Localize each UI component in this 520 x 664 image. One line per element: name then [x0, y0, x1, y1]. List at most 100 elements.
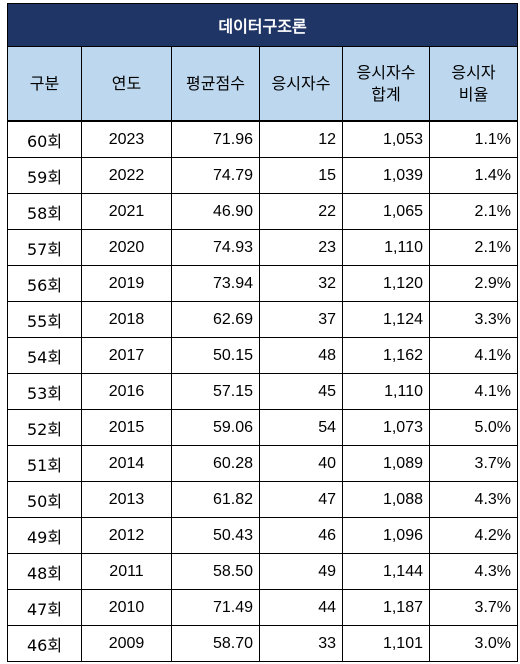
cell-avg-score: 60.28: [171, 445, 260, 482]
cell-examinees-total: 1,101: [342, 625, 430, 662]
table-row: 46회 2009 58.70 33 1,101 3.0%: [7, 625, 519, 662]
cell-avg-score: 59.06: [171, 409, 260, 446]
cell-category: 46회: [7, 625, 82, 662]
cell-year: 2014: [81, 445, 172, 482]
table-body: 60회 2023 71.96 12 1,053 1.1% 59회 2022 74.79 15 1,0…: [7, 120, 519, 662]
cell-examinees: 33: [259, 625, 343, 662]
cell-avg-score: 46.90: [171, 193, 260, 230]
cell-year: 2015: [81, 409, 172, 446]
cell-year: 2019: [81, 265, 172, 302]
cell-examinees: 47: [259, 481, 343, 518]
cell-examinees-total: 1,053: [342, 120, 430, 158]
table-row: 59회 2022 74.79 15 1,039 1.4%: [7, 157, 519, 194]
cell-examinees-total: 1,110: [342, 229, 430, 266]
cell-examinees-total: 1,088: [342, 481, 430, 518]
header-examinees-total: 응시자수 합계: [342, 46, 430, 122]
cell-category: 59회: [7, 157, 82, 194]
cell-category: 58회: [7, 193, 82, 230]
cell-examinee-ratio: 2.1%: [428, 229, 519, 266]
header-row: 구분 연도 평균점수 응시자수 응시자수 합계 응시자 비율: [7, 46, 519, 122]
cell-examinees: 12: [259, 120, 343, 158]
cell-examinees: 48: [259, 337, 343, 374]
cell-examinees-total: 1,187: [342, 589, 430, 626]
cell-examinee-ratio: 3.7%: [428, 445, 519, 482]
cell-examinees: 49: [259, 553, 343, 590]
cell-examinee-ratio: 3.7%: [428, 589, 519, 626]
cell-avg-score: 58.50: [171, 553, 260, 590]
cell-examinees-total: 1,039: [342, 157, 430, 194]
cell-examinee-ratio: 4.3%: [428, 553, 519, 590]
cell-examinees: 32: [259, 265, 343, 302]
cell-avg-score: 61.82: [171, 481, 260, 518]
stats-table-container: 데이터구조론 구분 연도 평균점수 응시자수 응시자수 합계 응시자 비율 60회 2023 71…: [6, 3, 519, 662]
table-row: 47회 2010 71.49 44 1,187 3.7%: [7, 589, 519, 626]
cell-year: 2023: [81, 120, 172, 158]
cell-examinee-ratio: 4.1%: [428, 337, 519, 374]
cell-examinees: 45: [259, 373, 343, 410]
cell-examinee-ratio: 4.3%: [428, 481, 519, 518]
header-category: 구분: [7, 46, 82, 122]
cell-category: 51회: [7, 445, 82, 482]
cell-year: 2021: [81, 193, 172, 230]
cell-avg-score: 50.15: [171, 337, 260, 374]
cell-category: 52회: [7, 409, 82, 446]
header-examinees: 응시자수: [259, 46, 343, 122]
cell-category: 49회: [7, 517, 82, 554]
cell-examinees-total: 1,089: [342, 445, 430, 482]
cell-category: 57회: [7, 229, 82, 266]
cell-year: 2018: [81, 301, 172, 338]
cell-avg-score: 74.93: [171, 229, 260, 266]
cell-examinee-ratio: 4.2%: [428, 517, 519, 554]
table-row: 52회 2015 59.06 54 1,073 5.0%: [7, 409, 519, 446]
table-row: 60회 2023 71.96 12 1,053 1.1%: [7, 120, 519, 158]
cell-examinees: 23: [259, 229, 343, 266]
cell-category: 47회: [7, 589, 82, 626]
table-row: 55회 2018 62.69 37 1,124 3.3%: [7, 301, 519, 338]
cell-examinees-total: 1,110: [342, 373, 430, 410]
cell-examinees-total: 1,144: [342, 553, 430, 590]
cell-examinee-ratio: 1.4%: [428, 157, 519, 194]
cell-examinees: 44: [259, 589, 343, 626]
cell-examinees-total: 1,162: [342, 337, 430, 374]
cell-examinees: 40: [259, 445, 343, 482]
cell-category: 53회: [7, 373, 82, 410]
cell-examinee-ratio: 3.0%: [428, 625, 519, 662]
header-examinee-ratio: 응시자 비율: [428, 46, 519, 122]
cell-examinees: 15: [259, 157, 343, 194]
cell-examinees-total: 1,065: [342, 193, 430, 230]
cell-examinees: 46: [259, 517, 343, 554]
table-row: 49회 2012 50.43 46 1,096 4.2%: [7, 517, 519, 554]
cell-avg-score: 62.69: [171, 301, 260, 338]
cell-examinee-ratio: 2.9%: [428, 265, 519, 302]
cell-avg-score: 58.70: [171, 625, 260, 662]
cell-year: 2009: [81, 625, 172, 662]
cell-avg-score: 57.15: [171, 373, 260, 410]
table-row: 54회 2017 50.15 48 1,162 4.1%: [7, 337, 519, 374]
cell-avg-score: 73.94: [171, 265, 260, 302]
cell-year: 2022: [81, 157, 172, 194]
cell-year: 2011: [81, 553, 172, 590]
cell-avg-score: 50.43: [171, 517, 260, 554]
cell-year: 2020: [81, 229, 172, 266]
cell-category: 55회: [7, 301, 82, 338]
table-row: 56회 2019 73.94 32 1,120 2.9%: [7, 265, 519, 302]
cell-year: 2010: [81, 589, 172, 626]
table-row: 51회 2014 60.28 40 1,089 3.7%: [7, 445, 519, 482]
cell-examinee-ratio: 4.1%: [428, 373, 519, 410]
cell-category: 54회: [7, 337, 82, 374]
cell-examinee-ratio: 1.1%: [428, 120, 519, 158]
cell-category: 48회: [7, 553, 82, 590]
cell-examinees: 37: [259, 301, 343, 338]
table-row: 57회 2020 74.93 23 1,110 2.1%: [7, 229, 519, 266]
cell-examinees: 54: [259, 409, 343, 446]
cell-category: 60회: [7, 120, 82, 158]
cell-avg-score: 71.96: [171, 120, 260, 158]
cell-examinees-total: 1,124: [342, 301, 430, 338]
cell-year: 2012: [81, 517, 172, 554]
header-avg-score: 평균점수: [171, 46, 260, 122]
cell-avg-score: 71.49: [171, 589, 260, 626]
table-row: 50회 2013 61.82 47 1,088 4.3%: [7, 481, 519, 518]
cell-category: 56회: [7, 265, 82, 302]
table-row: 58회 2021 46.90 22 1,065 2.1%: [7, 193, 519, 230]
table-row: 53회 2016 57.15 45 1,110 4.1%: [7, 373, 519, 410]
